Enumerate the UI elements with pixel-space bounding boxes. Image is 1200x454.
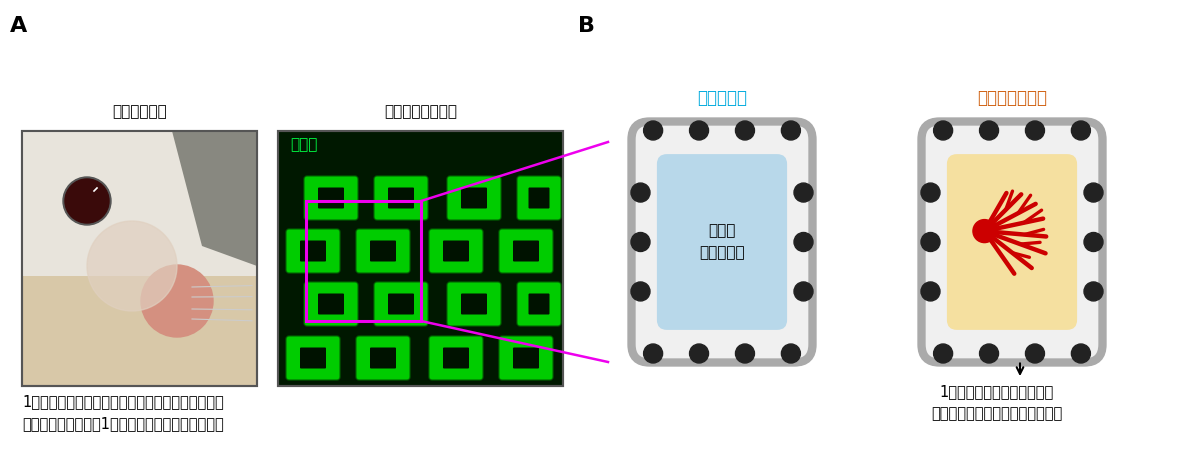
Circle shape xyxy=(736,121,755,140)
FancyBboxPatch shape xyxy=(517,282,562,326)
FancyBboxPatch shape xyxy=(514,347,539,369)
Circle shape xyxy=(794,183,814,202)
Circle shape xyxy=(1084,232,1103,252)
Polygon shape xyxy=(172,131,257,266)
Circle shape xyxy=(64,177,112,225)
Bar xyxy=(22,131,257,276)
Circle shape xyxy=(934,344,953,363)
Circle shape xyxy=(922,183,940,202)
Circle shape xyxy=(781,121,800,140)
Circle shape xyxy=(922,282,940,301)
FancyBboxPatch shape xyxy=(499,336,553,380)
Circle shape xyxy=(88,221,178,311)
Bar xyxy=(22,131,257,386)
Circle shape xyxy=(1084,282,1103,301)
FancyBboxPatch shape xyxy=(461,188,487,208)
FancyBboxPatch shape xyxy=(300,241,326,262)
FancyBboxPatch shape xyxy=(514,241,539,262)
FancyBboxPatch shape xyxy=(374,282,428,326)
Text: 隣のバレル: 隣のバレル xyxy=(697,89,746,107)
Circle shape xyxy=(794,282,814,301)
Text: マウスのヒゲ: マウスのヒゲ xyxy=(112,104,167,119)
Circle shape xyxy=(643,344,662,363)
Text: 軸索が
集まる領域: 軸索が 集まる領域 xyxy=(700,223,745,261)
FancyBboxPatch shape xyxy=(318,293,344,315)
FancyBboxPatch shape xyxy=(461,293,487,315)
FancyBboxPatch shape xyxy=(318,188,344,208)
FancyBboxPatch shape xyxy=(443,241,469,262)
FancyBboxPatch shape xyxy=(388,293,414,315)
FancyBboxPatch shape xyxy=(374,176,428,220)
Circle shape xyxy=(979,344,998,363)
Circle shape xyxy=(934,121,953,140)
Circle shape xyxy=(736,344,755,363)
FancyBboxPatch shape xyxy=(428,336,482,380)
FancyBboxPatch shape xyxy=(370,241,396,262)
Text: バレル: バレル xyxy=(290,137,317,152)
FancyBboxPatch shape xyxy=(446,282,500,326)
FancyBboxPatch shape xyxy=(370,347,396,369)
Circle shape xyxy=(65,179,109,223)
Circle shape xyxy=(1072,344,1091,363)
FancyBboxPatch shape xyxy=(947,154,1078,330)
Text: 大脳皮質バレル野: 大脳皮質バレル野 xyxy=(384,104,457,119)
Circle shape xyxy=(794,232,814,252)
Circle shape xyxy=(1072,121,1091,140)
Circle shape xyxy=(1026,121,1044,140)
FancyBboxPatch shape xyxy=(517,176,562,220)
Circle shape xyxy=(631,232,650,252)
Circle shape xyxy=(781,344,800,363)
FancyBboxPatch shape xyxy=(304,282,358,326)
FancyBboxPatch shape xyxy=(356,229,410,273)
Bar xyxy=(278,131,563,386)
Text: B: B xyxy=(578,16,595,36)
Circle shape xyxy=(142,265,214,337)
Text: 1つのバレルだけに向かって
樹状突起を伸ばす「非対称」な形: 1つのバレルだけに向かって 樹状突起を伸ばす「非対称」な形 xyxy=(931,384,1063,421)
FancyBboxPatch shape xyxy=(499,229,553,273)
FancyBboxPatch shape xyxy=(528,293,550,315)
FancyBboxPatch shape xyxy=(922,122,1103,362)
Circle shape xyxy=(631,183,650,202)
FancyBboxPatch shape xyxy=(446,176,500,220)
Circle shape xyxy=(973,220,996,242)
Circle shape xyxy=(979,121,998,140)
FancyBboxPatch shape xyxy=(428,229,482,273)
Circle shape xyxy=(690,344,708,363)
Circle shape xyxy=(1084,183,1103,202)
Text: A: A xyxy=(10,16,28,36)
FancyBboxPatch shape xyxy=(388,188,414,208)
Text: 対応するバレル: 対応するバレル xyxy=(977,89,1046,107)
FancyBboxPatch shape xyxy=(656,154,787,330)
Circle shape xyxy=(922,232,940,252)
Bar xyxy=(278,131,563,386)
Circle shape xyxy=(631,282,650,301)
Circle shape xyxy=(690,121,708,140)
FancyBboxPatch shape xyxy=(300,347,326,369)
FancyBboxPatch shape xyxy=(631,122,812,362)
FancyBboxPatch shape xyxy=(304,176,358,220)
Bar xyxy=(306,201,421,321)
Circle shape xyxy=(1026,344,1044,363)
FancyBboxPatch shape xyxy=(356,336,410,380)
Bar xyxy=(22,131,257,386)
FancyBboxPatch shape xyxy=(528,188,550,208)
FancyBboxPatch shape xyxy=(443,347,469,369)
FancyBboxPatch shape xyxy=(286,336,340,380)
Circle shape xyxy=(643,121,662,140)
Text: 1本のヒゲからの感覚情報は大脳皮質バレル野へと
伝達され、対応する1つのバレルだけに入力する。: 1本のヒゲからの感覚情報は大脳皮質バレル野へと 伝達され、対応する1つのバレルだ… xyxy=(22,394,223,431)
FancyBboxPatch shape xyxy=(286,229,340,273)
